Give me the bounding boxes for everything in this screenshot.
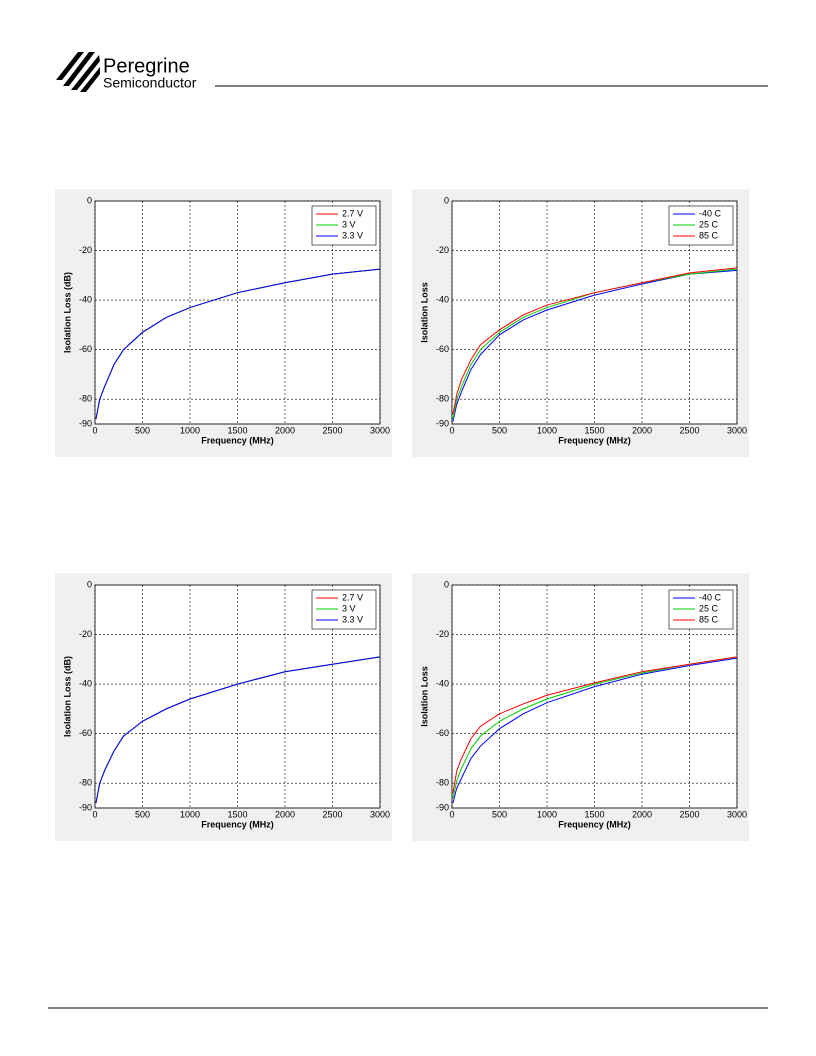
x-tick-label: 0: [449, 425, 454, 435]
x-tick-label: 500: [492, 425, 507, 435]
series-line: [452, 657, 738, 804]
x-axis-label: Frequency (MHz): [558, 435, 631, 445]
x-tick-label: 3000: [727, 809, 747, 819]
legend-label: 3 V: [342, 219, 356, 229]
x-axis-label: Frequency (MHz): [558, 819, 631, 829]
x-axis-label: Frequency (MHz): [201, 435, 274, 445]
legend-label: 3 V: [342, 603, 356, 613]
legend-label: -40 C: [699, 208, 722, 218]
legend-label: 2.7 V: [342, 208, 363, 218]
brand: Peregrine: [103, 55, 190, 77]
y-axis-label: Isolation Loss: [419, 282, 429, 343]
y-tick-label: -40: [79, 678, 92, 688]
y-tick-label: -90: [436, 802, 449, 812]
x-tick-label: 500: [135, 425, 150, 435]
series-line: [452, 656, 738, 799]
legend-label: 3.3 V: [342, 614, 363, 624]
y-tick-label: -80: [79, 778, 92, 788]
x-tick-label: 2000: [632, 425, 652, 435]
y-tick-label: -60: [436, 344, 449, 354]
y-tick-label: -60: [79, 344, 92, 354]
x-tick-label: 1000: [180, 809, 200, 819]
y-tick-label: -20: [79, 245, 92, 255]
y-tick-label: -20: [436, 629, 449, 639]
y-axis-label: Isolation Loss (dB): [62, 656, 72, 737]
x-tick-label: 3000: [727, 425, 747, 435]
legend-label: 25 C: [699, 219, 719, 229]
series-line: [452, 656, 738, 794]
x-tick-label: 0: [92, 425, 97, 435]
legend-label: 25 C: [699, 603, 719, 613]
legend-label: 3.3 V: [342, 230, 363, 240]
series-line: [95, 268, 381, 420]
x-tick-label: 3000: [370, 425, 390, 435]
x-tick-label: 0: [92, 809, 97, 819]
y-tick-label: -90: [79, 418, 92, 428]
y-tick-label: 0: [87, 579, 92, 589]
x-tick-label: 1000: [537, 809, 557, 819]
y-tick-label: -40: [436, 678, 449, 688]
y-tick-label: 0: [444, 195, 449, 205]
x-tick-label: 500: [135, 809, 150, 819]
legend-label: 85 C: [699, 230, 719, 240]
y-axis-label: Isolation Loss (dB): [62, 272, 72, 353]
x-tick-label: 0: [449, 809, 454, 819]
y-tick-label: -80: [436, 394, 449, 404]
y-tick-label: -60: [436, 728, 449, 738]
x-tick-label: 2000: [275, 809, 295, 819]
legend-label: -40 C: [699, 592, 722, 602]
y-tick-label: 0: [444, 579, 449, 589]
x-axis-label: Frequency (MHz): [201, 819, 274, 829]
y-tick-label: -90: [436, 418, 449, 428]
y-tick-label: -80: [436, 778, 449, 788]
x-tick-label: 2500: [679, 425, 699, 435]
logo-mark: [56, 52, 100, 92]
y-tick-label: -40: [79, 294, 92, 304]
y-tick-label: 0: [87, 195, 92, 205]
y-tick-label: -60: [79, 728, 92, 738]
series-line: [452, 269, 738, 422]
x-tick-label: 2500: [322, 809, 342, 819]
subbrand: Semiconductor: [103, 75, 197, 91]
x-tick-label: 1000: [537, 425, 557, 435]
x-tick-label: 500: [492, 809, 507, 819]
x-tick-label: 2500: [679, 809, 699, 819]
x-tick-label: 2000: [275, 425, 295, 435]
y-axis-label: Isolation Loss: [419, 666, 429, 727]
x-tick-label: 1500: [584, 425, 604, 435]
x-tick-label: 3000: [370, 809, 390, 819]
y-tick-label: -20: [79, 629, 92, 639]
y-tick-label: -80: [79, 394, 92, 404]
x-tick-label: 2500: [322, 425, 342, 435]
y-tick-label: -90: [79, 802, 92, 812]
x-tick-label: 1500: [584, 809, 604, 819]
legend-label: 85 C: [699, 614, 719, 624]
y-tick-label: -20: [436, 245, 449, 255]
y-tick-label: -40: [436, 294, 449, 304]
series-line: [452, 267, 738, 415]
x-tick-label: 1000: [180, 425, 200, 435]
x-tick-label: 1500: [227, 425, 247, 435]
x-tick-label: 2000: [632, 809, 652, 819]
legend-label: 2.7 V: [342, 592, 363, 602]
x-tick-label: 1500: [227, 809, 247, 819]
series-line: [95, 656, 381, 804]
